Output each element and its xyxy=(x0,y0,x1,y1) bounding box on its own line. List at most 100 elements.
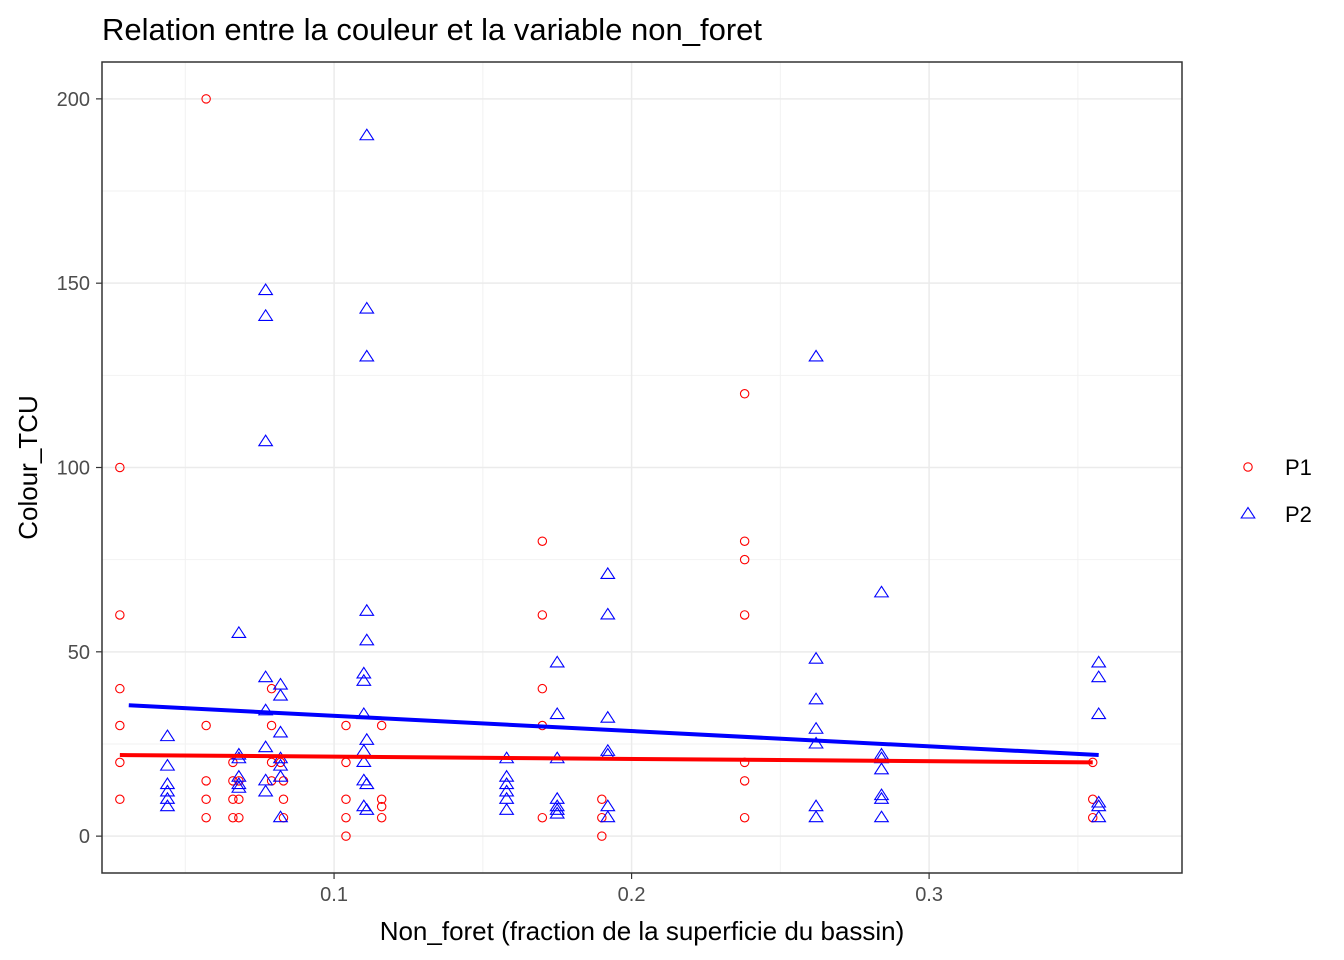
data-point-p2 xyxy=(358,301,375,314)
data-point-p1 xyxy=(376,801,387,812)
data-point-p2 xyxy=(358,603,375,616)
data-point-p2 xyxy=(1090,670,1107,683)
data-point-p2 xyxy=(358,128,375,141)
y-tick-label: 0 xyxy=(79,826,90,848)
data-point-p2 xyxy=(1090,706,1107,720)
trend-lines xyxy=(119,703,1099,765)
data-point-p2 xyxy=(808,651,824,664)
data-point-p2 xyxy=(358,802,375,815)
data-point-p2 xyxy=(159,799,176,812)
data-point-p2 xyxy=(599,743,616,756)
data-point-p1 xyxy=(115,610,125,620)
data-point-p1 xyxy=(341,794,351,805)
x-tick-label: 0.2 xyxy=(618,884,646,906)
data-point-p2 xyxy=(808,736,824,749)
data-point-p1 xyxy=(739,554,750,565)
data-point-p1 xyxy=(341,720,351,731)
data-point-p2 xyxy=(873,762,890,775)
y-tick-label: 50 xyxy=(68,642,90,664)
data-point-p2 xyxy=(498,769,515,782)
data-point-p1 xyxy=(266,720,277,731)
data-point-p2 xyxy=(358,349,375,362)
data-point-p1 xyxy=(341,757,351,768)
data-point-p2 xyxy=(498,777,515,790)
data-point-p2 xyxy=(498,802,515,815)
y-axis-title: Colour_TCU xyxy=(13,395,43,540)
x-tick-label: 0.3 xyxy=(915,884,943,906)
y-tick-label: 100 xyxy=(57,458,90,480)
data-point-p2 xyxy=(808,799,824,812)
data-point-p2 xyxy=(549,706,566,720)
data-point-p1 xyxy=(341,831,351,841)
axes: 0.1 0.2 0.3 0 50 100 150 200 xyxy=(57,89,943,906)
data-point-p2 xyxy=(272,769,289,782)
legend-key-p2 xyxy=(1240,506,1256,519)
data-point-p2 xyxy=(549,791,566,804)
data-point-p2 xyxy=(257,308,274,321)
data-point-p1 xyxy=(201,94,211,104)
data-point-p2 xyxy=(1090,799,1107,812)
data-point-p2 xyxy=(159,729,176,742)
data-point-p2 xyxy=(356,754,372,767)
data-point-p1 xyxy=(115,720,125,731)
data-point-p2 xyxy=(873,585,890,598)
data-point-p1 xyxy=(201,794,211,805)
data-point-p2 xyxy=(1090,655,1107,668)
data-point-p1 xyxy=(537,610,548,620)
data-point-p2 xyxy=(599,607,616,620)
legend-label-p1: P1 xyxy=(1285,455,1312,480)
data-point-p2 xyxy=(808,810,824,823)
data-point-p2 xyxy=(498,784,515,797)
data-point-p2 xyxy=(599,566,616,579)
data-point-p1 xyxy=(537,683,548,694)
data-point-p1 xyxy=(228,812,238,823)
data-point-p2 xyxy=(272,725,289,738)
data-point-p2 xyxy=(873,791,890,804)
data-point-p1 xyxy=(537,812,548,823)
data-point-p2 xyxy=(231,777,247,790)
data-point-p1 xyxy=(739,389,750,399)
data-point-p2 xyxy=(159,791,176,804)
data-point-p1 xyxy=(115,794,125,805)
data-point-p2 xyxy=(358,777,375,790)
data-point-p1 xyxy=(201,720,211,731)
grid xyxy=(102,62,1182,873)
data-point-p2 xyxy=(808,349,824,362)
data-point-p1 xyxy=(115,462,125,473)
data-point-p2 xyxy=(257,740,274,753)
data-point-p2 xyxy=(257,434,274,447)
data-point-p1 xyxy=(739,776,750,786)
data-point-p2 xyxy=(498,791,515,804)
x-axis-title: Non_foret (fraction de la superficie du … xyxy=(380,916,905,946)
data-point-p2 xyxy=(549,806,566,819)
data-point-p2 xyxy=(159,777,176,790)
data-point-p2 xyxy=(356,673,372,686)
data-point-p2 xyxy=(549,799,566,812)
y-tick-label: 200 xyxy=(57,89,90,111)
data-point-p2 xyxy=(599,710,616,723)
chart-title: Relation entre la couleur et la variable… xyxy=(102,12,762,47)
x-tick-label: 0.1 xyxy=(320,884,348,906)
data-point-p1 xyxy=(376,812,387,823)
data-point-p2 xyxy=(1090,810,1107,823)
data-point-p2 xyxy=(358,732,375,745)
data-point-p2 xyxy=(272,810,289,823)
y-tick-label: 150 xyxy=(57,273,90,295)
data-point-p1 xyxy=(201,812,211,823)
data-point-p2 xyxy=(808,692,824,705)
legend-key-p1 xyxy=(1243,462,1253,472)
legend: P1 P2 xyxy=(1240,455,1312,527)
data-point-p2 xyxy=(257,773,274,786)
data-point-p1 xyxy=(341,812,351,823)
trend-line-p2 xyxy=(128,703,1099,758)
data-point-p2 xyxy=(358,633,375,646)
data-point-p2 xyxy=(873,788,890,801)
data-point-p2 xyxy=(159,784,176,797)
legend-label-p2: P2 xyxy=(1285,502,1312,527)
data-point-p2 xyxy=(257,784,274,797)
data-point-p1 xyxy=(234,812,244,823)
data-point-p2 xyxy=(873,747,890,760)
data-point-p2 xyxy=(1090,795,1107,808)
data-point-p1 xyxy=(597,794,607,805)
data-point-p1 xyxy=(597,831,607,841)
